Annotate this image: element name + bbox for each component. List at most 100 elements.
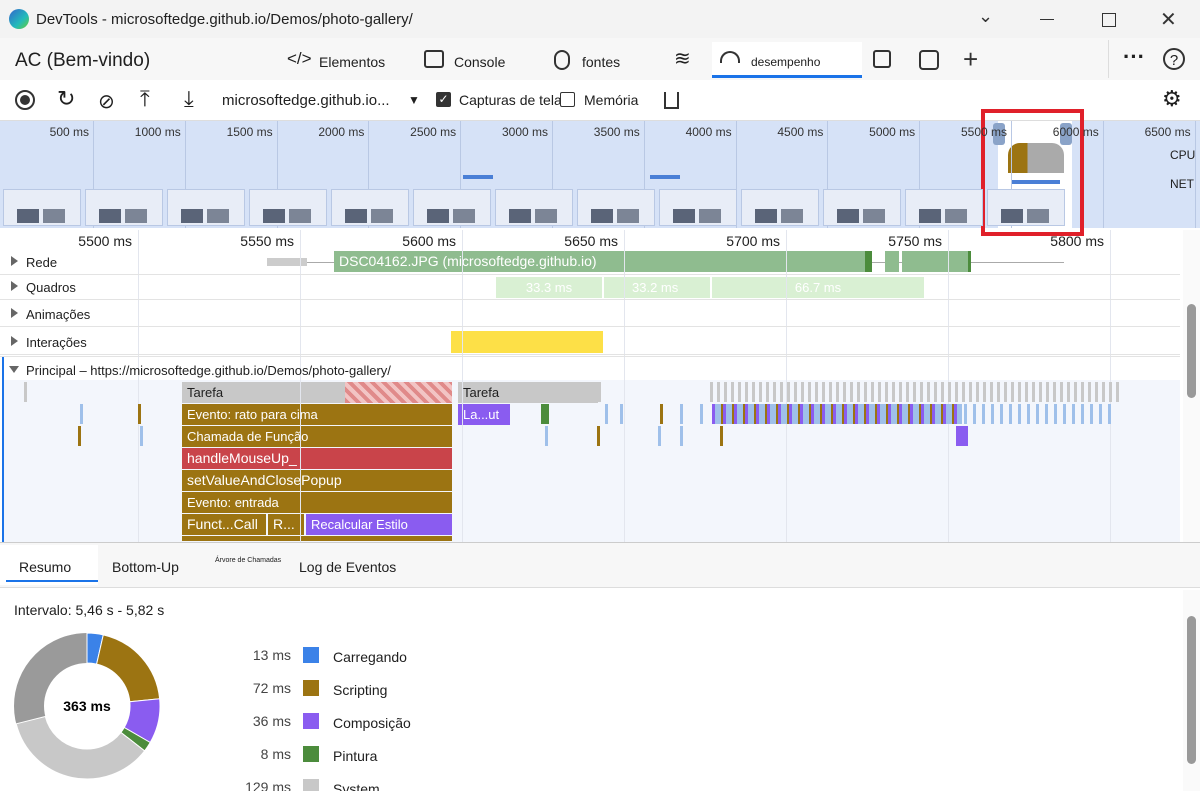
screenshot-thumb [413, 189, 491, 226]
help-button[interactable]: ? [1163, 48, 1185, 70]
event-mouseup[interactable]: Evento: rato para cima [182, 404, 452, 425]
settings-button[interactable]: ⚙ [1162, 86, 1182, 111]
tab-console[interactable]: Console [454, 54, 506, 70]
set-value-and-close-popup[interactable]: setValueAndClosePopup [182, 470, 452, 491]
track-label[interactable]: Quadros [26, 280, 76, 295]
event-tick [1074, 382, 1077, 402]
range-handle-right[interactable] [1060, 123, 1072, 145]
screenshot-thumb [167, 189, 245, 226]
record-button[interactable] [15, 90, 35, 110]
tab-sources[interactable]: fontes [582, 54, 621, 70]
tab-event-log[interactable]: Log de Eventos [299, 559, 397, 575]
screenshots-checkbox[interactable]: ✓ [436, 92, 451, 107]
timeline-tick-label: 5550 ms [240, 233, 294, 249]
timeline-scrollbar[interactable] [1183, 230, 1200, 542]
track-separator [0, 299, 1180, 300]
trash-button[interactable] [664, 92, 679, 109]
overview-tick-label: 2500 ms [410, 125, 457, 139]
more-button[interactable]: ··· [1123, 44, 1145, 69]
application-tab-icon[interactable] [919, 50, 939, 70]
function-call[interactable]: Chamada de Função [182, 426, 452, 447]
separator [1108, 40, 1109, 78]
event-tick [892, 382, 895, 402]
memory-tab-icon[interactable] [873, 50, 891, 68]
frame[interactable]: 66.7 ms [712, 277, 924, 298]
screenshot-image [591, 209, 613, 223]
tab-call-tree[interactable]: Árvore de Chamadas [215, 557, 282, 564]
url-dropdown[interactable]: ▼ [408, 93, 420, 107]
legend-name: Scripting [333, 682, 388, 698]
legend-swatch [303, 713, 319, 729]
task[interactable]: Tarefa [458, 382, 598, 403]
tab-bottom-up[interactable]: Bottom-Up [112, 559, 179, 575]
url-select[interactable]: microsoftedge.github.io... [222, 92, 390, 109]
screenshot-image [453, 209, 475, 223]
event-tick [822, 382, 825, 402]
network-icon[interactable]: ≋ [674, 48, 691, 70]
track-label[interactable]: Animações [26, 307, 91, 322]
layout[interactable]: La...ut [458, 404, 510, 425]
tab-elements[interactable]: Elementos [319, 54, 386, 70]
function-call[interactable]: R... [268, 514, 304, 535]
handle-mouse-up[interactable]: handleMouseUp_ [182, 448, 452, 469]
event-tick [710, 382, 713, 402]
event-tick [1108, 404, 1111, 424]
track-label[interactable]: Interações [26, 335, 87, 350]
bottom-tab-bar [0, 542, 1200, 588]
flame-row [182, 536, 452, 541]
more-tabs-button[interactable]: + [963, 44, 979, 74]
main-thread-area [3, 380, 1180, 542]
load-button[interactable]: ⤒ [140, 86, 150, 111]
reload-button[interactable]: ↻ [57, 86, 76, 111]
event-tick [1109, 382, 1112, 402]
clear-button[interactable]: ⊘ [98, 91, 115, 113]
event-tick [605, 404, 608, 424]
tab-summary[interactable]: Resumo [19, 559, 72, 575]
event-tick [658, 426, 661, 446]
track-label[interactable]: Rede [26, 255, 58, 270]
overview-tick-label: 1500 ms [226, 125, 273, 139]
event-tick [794, 382, 797, 402]
timeline-grid-line [624, 230, 625, 542]
event-tick [906, 382, 909, 402]
frame[interactable]: 33.3 ms [496, 277, 602, 298]
tab-performance[interactable]: desempenho [751, 55, 821, 69]
event-tick [773, 382, 776, 402]
recalculate-style[interactable]: Recalcular Estilo [306, 514, 452, 535]
summary-scrollbar[interactable] [1183, 590, 1200, 791]
save-button[interactable]: ⤓ [184, 86, 194, 111]
legend-swatch [303, 746, 319, 762]
collapsed-arrow[interactable] [11, 336, 18, 346]
screenshot-image [755, 209, 777, 223]
screenshot-image [99, 209, 121, 223]
title-bar [0, 0, 1200, 38]
memory-checkbox[interactable] [560, 92, 575, 107]
screenshot-image [181, 209, 203, 223]
interaction[interactable] [451, 331, 603, 353]
range-handle-left[interactable] [993, 123, 1005, 145]
event-input[interactable]: Evento: entrada [182, 492, 452, 513]
minimize-button[interactable] [1040, 19, 1054, 20]
collapsed-arrow[interactable] [11, 281, 18, 291]
event-block [712, 404, 962, 424]
network-request-bar[interactable]: DSC04162.JPG (microsoftedge.github.io) [334, 251, 872, 272]
event-tick [885, 382, 888, 402]
collapsed-arrow[interactable] [11, 256, 18, 266]
maximize-button[interactable] [1102, 13, 1116, 27]
collapsed-arrow[interactable] [11, 308, 18, 318]
frame[interactable]: 33.2 ms [604, 277, 710, 298]
screenshot-image [617, 209, 639, 223]
dropdown-button[interactable]: ⌄ [978, 6, 994, 26]
event-tick [969, 382, 972, 402]
network-wait [267, 258, 307, 266]
track-label[interactable]: Principal – https://microsoftedge.github… [26, 363, 391, 378]
expanded-arrow[interactable] [9, 366, 19, 373]
overview-grid-line [735, 121, 737, 228]
timeline-tick-label: 5800 ms [1050, 233, 1104, 249]
overview-grid-line [460, 121, 462, 228]
function-call[interactable]: Funct...Call [182, 514, 266, 535]
legend-value: 8 ms [260, 746, 291, 762]
tab-welcome[interactable]: AC (Bem-vindo) [15, 50, 151, 71]
tab-bar [0, 38, 1200, 81]
close-button[interactable]: ✕ [1160, 9, 1177, 31]
